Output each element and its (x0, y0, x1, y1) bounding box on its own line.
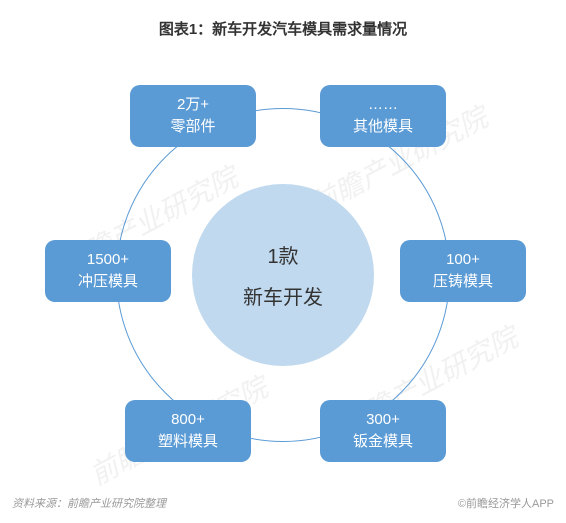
node-value: 300+ (366, 409, 400, 432)
node-value: 100+ (446, 249, 480, 272)
footer-source: 资料来源：前瞻产业研究院整理 (12, 495, 166, 511)
node-label: 压铸模具 (433, 271, 493, 294)
node-plastic: 800+ 塑料模具 (125, 400, 251, 462)
node-sheet: 300+ 钣金模具 (320, 400, 446, 462)
center-line1: 1款 (267, 240, 298, 269)
node-value: 1500+ (87, 249, 129, 272)
node-parts: 2万+ 零部件 (130, 85, 256, 147)
node-label: 塑料模具 (158, 431, 218, 454)
node-label: 冲压模具 (78, 271, 138, 294)
node-label: 钣金模具 (353, 431, 413, 454)
node-other: …… 其他模具 (320, 85, 446, 147)
diagram-container: 前瞻产业研究院 前瞻产业研究院 前瞻产业研究院 前瞻产业研究院 1款 新车开发 … (0, 50, 566, 490)
footer-copyright: ©前瞻经济学人APP (458, 495, 554, 511)
node-stamp: 1500+ 冲压模具 (45, 240, 171, 302)
node-value: 800+ (171, 409, 205, 432)
node-diecast: 100+ 压铸模具 (400, 240, 526, 302)
node-label: 其他模具 (353, 116, 413, 139)
chart-title: 图表1：新车开发汽车模具需求量情况 (0, 18, 566, 39)
node-value: 2万+ (177, 94, 209, 117)
node-label: 零部件 (170, 116, 215, 139)
center-line2: 新车开发 (243, 281, 323, 310)
center-hub: 1款 新车开发 (192, 184, 374, 366)
node-value: …… (368, 94, 398, 117)
